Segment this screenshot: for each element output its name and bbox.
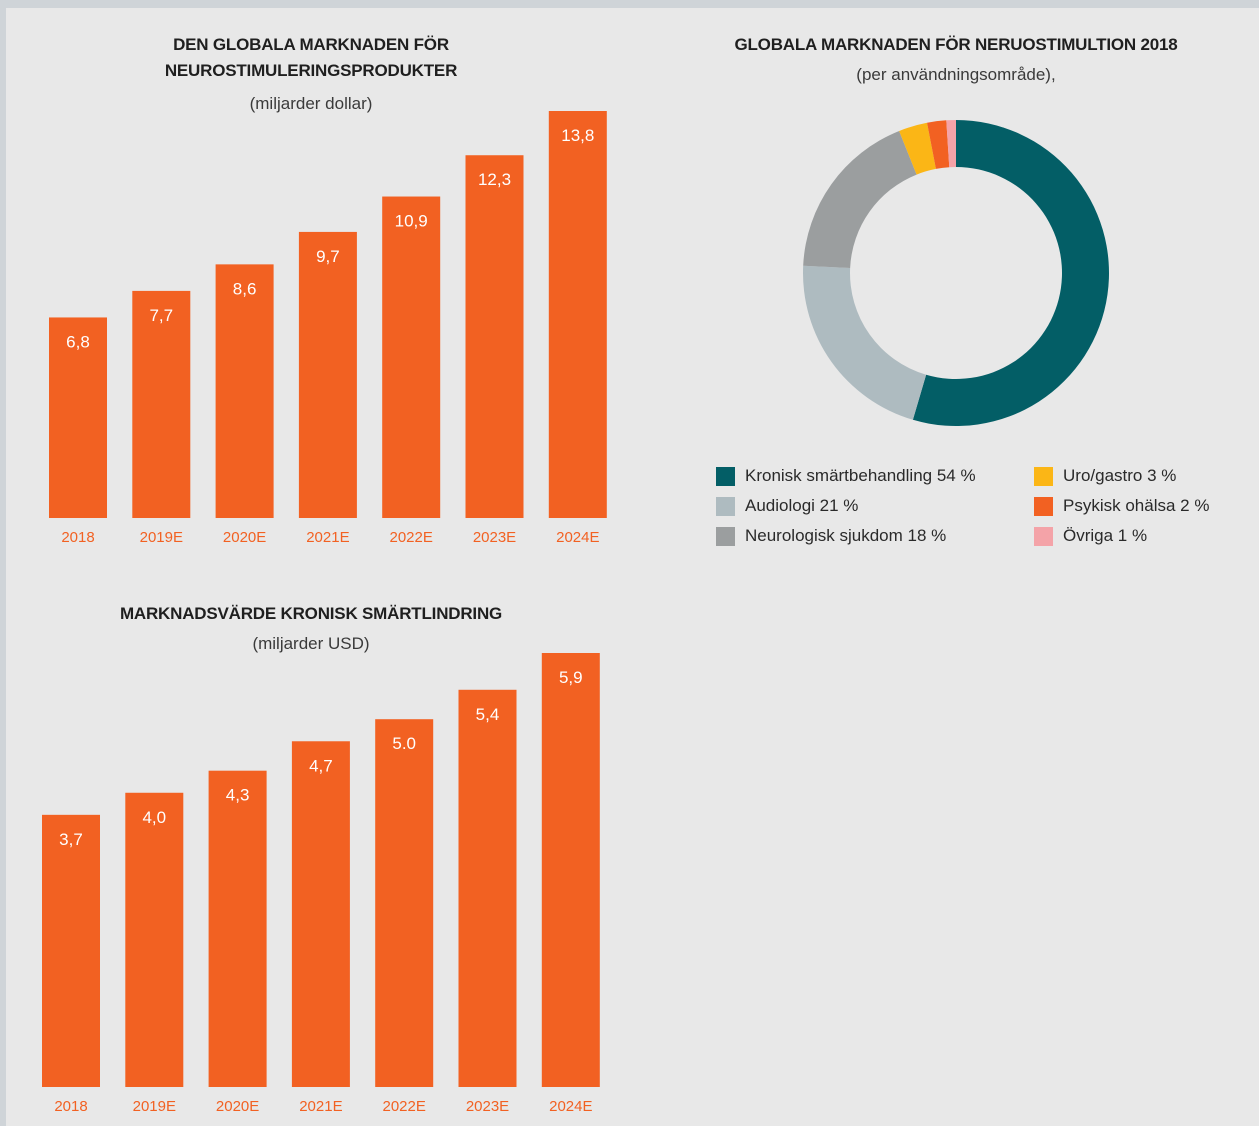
legend-swatch: [1034, 496, 1053, 516]
bar-2024E: [548, 111, 607, 518]
donut-slice-1: [803, 265, 927, 420]
chart2-legend: Kronisk smärtbehandling 54 % Audiologi 2…: [716, 464, 1256, 556]
chart1-title-line-1: DEN GLOBALA MARKNADEN FÖR: [173, 35, 449, 54]
legend-label: Kronisk smärtbehandling 54 %: [745, 466, 976, 485]
legend-item-ovriga: Övriga 1 %: [1034, 524, 1147, 548]
legend-label: Audiologi 21 %: [745, 496, 859, 515]
legend-label: Övriga 1 %: [1063, 526, 1148, 545]
bar-2023E: [458, 689, 517, 1087]
donut-slice-4: [927, 120, 950, 169]
donut-slice-0: [912, 120, 1109, 426]
x-tick-label: 2018: [61, 529, 94, 546]
legend-label: Uro/gastro 3 %: [1063, 466, 1177, 485]
bar-2021E: [291, 741, 350, 1087]
chart1-bar-chart: 6,8 2018 7,7 2019E 8,6 2020E 9,7 2021E 10,9 2022E…: [49, 111, 607, 546]
chart3-title: MARKNADSVÄRDE KRONISK SMÄRTLINDRING: [119, 604, 503, 623]
x-tick-label: 2024E: [549, 1098, 592, 1115]
x-tick-label: 2019E: [133, 1098, 176, 1115]
x-tick-label: 2022E: [383, 1098, 426, 1115]
bar-2019E: [125, 792, 184, 1087]
legend-item-kronisk: Kronisk smärtbehandling 54 %: [716, 464, 976, 488]
x-tick-label: 2021E: [306, 529, 349, 546]
legend-swatch: [716, 496, 735, 516]
bar-value-label: 13,8: [561, 126, 594, 145]
x-tick-label: 2022E: [390, 529, 433, 546]
chart3-subtitle: (miljarder USD): [252, 634, 370, 653]
bar-value-label: 5.0: [392, 734, 416, 753]
bar-2020E: [215, 264, 274, 518]
legend-item-audiologi: Audiologi 21 %: [716, 494, 858, 518]
legend-swatch: [1034, 526, 1053, 546]
bar-value-label: 4,7: [309, 756, 333, 775]
bar-value-label: 8,6: [233, 279, 257, 298]
x-tick-label: 2020E: [223, 529, 266, 546]
infographic-canvas: DEN GLOBALA MARKNADEN FÖR NEUROSTIMULERI…: [6, 8, 1259, 1126]
legend-swatch: [716, 526, 735, 546]
bar-2023E: [465, 155, 524, 518]
chart1-title: DEN GLOBALA MARKNADEN FÖR NEUROSTIMULERI…: [116, 32, 506, 84]
bar-2019E: [132, 290, 191, 518]
bar-2018: [42, 814, 100, 1087]
x-tick-label: 2023E: [466, 1098, 509, 1115]
bar-value-label: 7,7: [149, 306, 173, 325]
legend-label: Neurologisk sjukdom 18 %: [745, 526, 947, 545]
bar-2024E: [541, 653, 600, 1087]
bar-2018: [49, 317, 107, 518]
chart2-donut-chart: [803, 120, 1109, 426]
x-tick-label: 2019E: [140, 529, 183, 546]
legend-item-uro-gastro: Uro/gastro 3 %: [1034, 464, 1176, 488]
chart1-title-line-2: NEUROSTIMULERINGSPRODUKTER: [164, 61, 458, 80]
donut-slice-5: [946, 120, 956, 168]
chart2-subtitle: (per användningsområde),: [856, 65, 1056, 84]
bar-value-label: 9,7: [316, 247, 340, 266]
legend-label: Psykisk ohälsa 2 %: [1063, 496, 1210, 515]
legend-item-psykisk: Psykisk ohälsa 2 %: [1034, 494, 1209, 518]
bar-2022E: [375, 719, 434, 1087]
donut-slice-2: [803, 130, 917, 268]
bar-2022E: [382, 196, 441, 518]
x-tick-label: 2018: [54, 1098, 87, 1115]
bar-value-label: 6,8: [66, 332, 90, 351]
x-tick-label: 2024E: [556, 529, 599, 546]
x-tick-label: 2021E: [299, 1098, 342, 1115]
chart2-title: GLOBALA MARKNADEN FÖR NERUOSTIMULTION 20…: [734, 35, 1178, 54]
bar-2020E: [208, 770, 267, 1087]
bar-value-label: 10,9: [395, 212, 428, 231]
bar-value-label: 12,3: [478, 170, 511, 189]
bar-value-label: 5,4: [476, 705, 500, 724]
bar-value-label: 4,0: [142, 808, 166, 827]
bar-value-label: 3,7: [59, 830, 83, 849]
donut-slice-3: [899, 122, 936, 175]
x-tick-label: 2020E: [216, 1098, 259, 1115]
chart1-subtitle: (miljarder dollar): [249, 94, 373, 113]
chart3-bar-chart: 3,7 2018 4,0 2019E 4,3 2020E 4,7 2021E 5.0 2022E 5…: [42, 653, 600, 1115]
legend-swatch: [1034, 466, 1053, 486]
legend-swatch: [716, 466, 735, 486]
x-tick-label: 2023E: [473, 529, 516, 546]
bar-value-label: 4,3: [226, 786, 250, 805]
legend-item-neurologisk: Neurologisk sjukdom 18 %: [716, 524, 946, 548]
bar-value-label: 5,9: [559, 668, 583, 687]
bar-2021E: [298, 231, 357, 518]
